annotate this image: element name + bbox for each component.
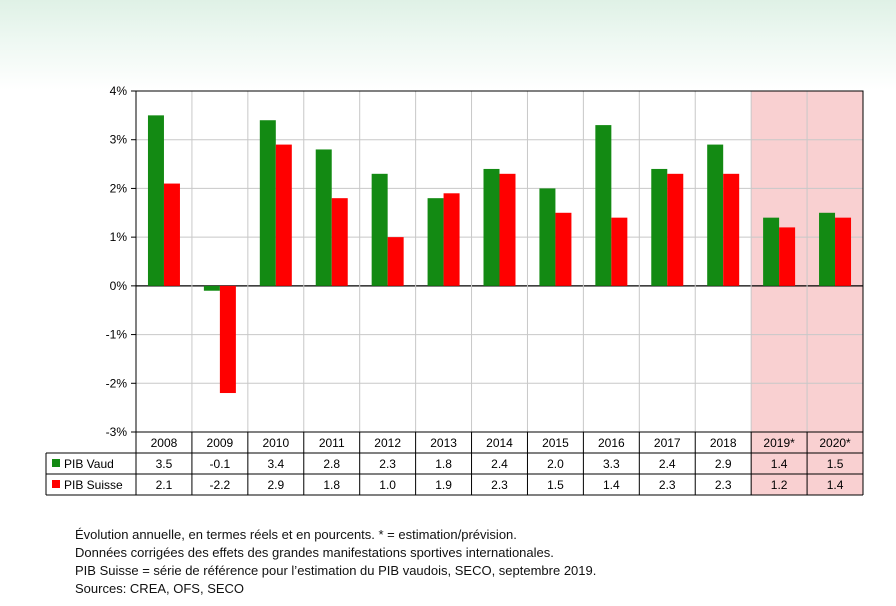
- bar: [707, 144, 724, 286]
- footnote-line: Évolution annuelle, en termes réels et e…: [75, 527, 517, 542]
- data-label: 2.0: [547, 457, 564, 471]
- bar: [315, 149, 332, 286]
- estimate-shade: [807, 91, 863, 495]
- data-label: 1.2: [771, 478, 788, 492]
- data-label: 2.9: [267, 478, 284, 492]
- y-tick-label: -1%: [106, 328, 128, 342]
- bar: [147, 115, 164, 286]
- bar: [331, 198, 348, 286]
- plot-frame: [135, 90, 864, 433]
- x-category-label: 2016: [598, 436, 625, 450]
- footnote-line: Données corrigées des effets des grandes…: [75, 545, 554, 560]
- x-category-label: 2015: [542, 436, 569, 450]
- bar: [259, 120, 276, 286]
- data-label: 1.8: [323, 478, 340, 492]
- bar: [275, 144, 292, 286]
- bar: [427, 198, 444, 286]
- x-category-label: 2012: [374, 436, 401, 450]
- x-category-label: 2018: [710, 436, 737, 450]
- footnote-line: Sources: CREA, OFS, SECO: [75, 581, 245, 596]
- data-label: 1.5: [547, 478, 564, 492]
- legend-swatch: [52, 459, 60, 467]
- bar: [443, 193, 460, 286]
- data-label: 2.3: [379, 457, 396, 471]
- bar: [667, 173, 684, 286]
- x-category-label: 2011: [319, 436, 345, 450]
- legend-swatch: [52, 480, 60, 488]
- data-label: 2.8: [323, 457, 340, 471]
- bar: [203, 285, 220, 291]
- bar: [651, 168, 668, 286]
- x-category-label: 2013: [430, 436, 457, 450]
- data-label: 2.9: [715, 457, 732, 471]
- data-label: 2.3: [715, 478, 732, 492]
- bar: [779, 227, 796, 286]
- footnotes: Évolution annuelle, en termes réels et e…: [75, 526, 596, 598]
- data-label: 2.3: [659, 478, 676, 492]
- bar: [723, 173, 740, 286]
- data-label: 1.4: [827, 478, 844, 492]
- bar: [835, 217, 852, 286]
- x-category-label: 2008: [151, 436, 178, 450]
- data-label: 1.0: [379, 478, 396, 492]
- data-label: 3.4: [267, 457, 284, 471]
- estimate-shade: [751, 91, 808, 495]
- bar: [219, 285, 236, 394]
- data-label: 3.3: [603, 457, 620, 471]
- bar: [819, 212, 836, 286]
- bar: [539, 188, 556, 286]
- x-category-label: 2019*: [763, 436, 795, 450]
- data-label: 1.8: [435, 457, 452, 471]
- y-tick-label: -2%: [106, 376, 128, 390]
- data-label: 1.9: [435, 478, 452, 492]
- bar: [555, 212, 572, 286]
- x-category-label: 2020*: [819, 436, 851, 450]
- footnote-line: PIB Suisse = série de référence pour l’e…: [75, 563, 597, 578]
- y-tick-label: 2%: [110, 181, 128, 195]
- x-category-label: 2014: [486, 436, 513, 450]
- y-tick-label: 4%: [110, 84, 128, 98]
- data-label: 2.1: [156, 478, 173, 492]
- data-label: 2.3: [491, 478, 508, 492]
- y-tick-label: 1%: [110, 230, 128, 244]
- y-tick-label: 3%: [110, 133, 128, 147]
- x-category-label: 2017: [654, 436, 681, 450]
- y-tick-label: -3%: [106, 425, 128, 439]
- bar: [611, 217, 628, 286]
- bar: [371, 173, 388, 286]
- x-category-label: 2010: [262, 436, 289, 450]
- data-label: 3.5: [156, 457, 173, 471]
- bar: [163, 183, 180, 286]
- y-tick-label: 0%: [110, 279, 128, 293]
- legend-label: PIB Suisse: [64, 478, 123, 492]
- data-label: 1.4: [603, 478, 620, 492]
- header-gradient-band: [0, 0, 896, 90]
- data-label: 2.4: [659, 457, 676, 471]
- bar: [387, 237, 404, 286]
- data-label: 2.4: [491, 457, 508, 471]
- bar: [595, 125, 612, 286]
- data-label: -0.1: [210, 457, 231, 471]
- x-category-label: 2009: [207, 436, 234, 450]
- data-label: 1.4: [771, 457, 788, 471]
- data-label: -2.2: [210, 478, 231, 492]
- bar: [499, 173, 516, 286]
- bar: [763, 217, 780, 286]
- legend-label: PIB Vaud: [64, 457, 114, 471]
- bar: [483, 168, 500, 286]
- data-label: 1.5: [827, 457, 844, 471]
